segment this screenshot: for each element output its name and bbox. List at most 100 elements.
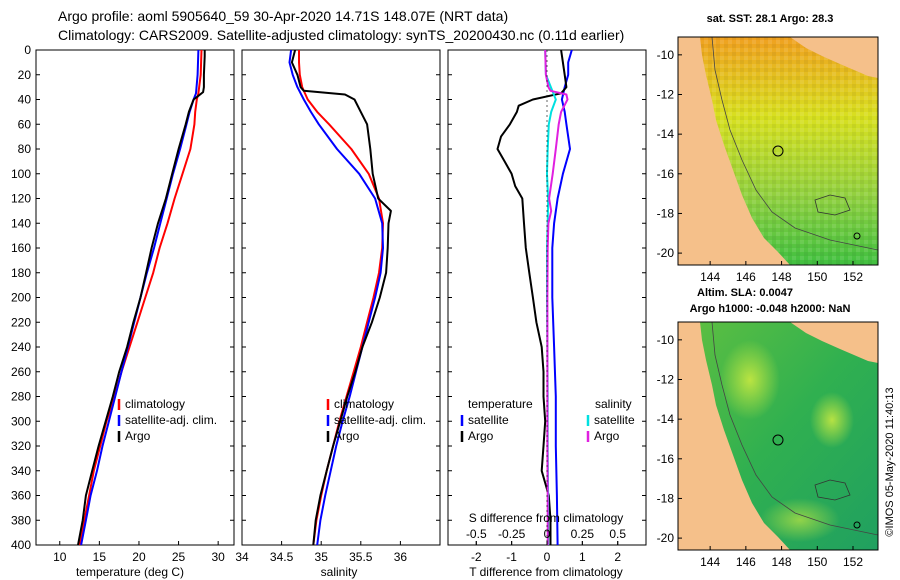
salinity-legend: climatology satellite-adj. clim. Argo (326, 397, 426, 443)
sst-argo-location-marker (772, 145, 784, 157)
sla-high-anomaly-3 (760, 498, 840, 542)
sla-land-png (790, 322, 878, 363)
x-axes-ticks: 10 15 20 25 30 34 34.5 35 35.5 36 -2 -1 0 1 2 (36, 49, 646, 564)
s-difference-axis-label: S difference from climatology (469, 511, 624, 525)
legend-label-argo: Argo (334, 429, 360, 443)
sla-high-anomaly (720, 340, 780, 420)
sst-reef-contour (711, 37, 878, 251)
series-line-temperature-argo (496, 50, 568, 545)
map-lat-label: -12 (657, 372, 675, 386)
sla-map-frame (677, 321, 879, 551)
sla-reef-contour (711, 322, 878, 536)
x-tick-label: 0 (544, 550, 551, 564)
temperature-plot-area (77, 50, 206, 545)
map-lat-label: -20 (657, 531, 675, 545)
figure-title-line1: Argo profile: aoml 5905640_59 30-Apr-202… (58, 8, 508, 24)
sla-land-australia (678, 322, 790, 550)
x-tick-label: 34.5 (270, 550, 294, 564)
legend-title-salinity: salinity (595, 397, 632, 411)
x-tick-label: 34 (235, 550, 249, 564)
depth-tick-label: 40 (18, 93, 32, 107)
sla-reef-contour-2 (814, 479, 851, 501)
x-tick-label: 2 (614, 550, 621, 564)
map-lon-label: 144 (700, 270, 720, 284)
map-lat-label: -12 (657, 87, 675, 101)
depth-tick-label: 300 (11, 414, 31, 428)
s-tick-label: 0 (544, 527, 551, 541)
sla-map: Altim. SLA: 0.0047 Argo h1000: -0.048 h2… (657, 287, 879, 569)
map-lon-label: 146 (736, 270, 756, 284)
depth-tick-label: 20 (18, 68, 32, 82)
depth-tick-label: 140 (11, 216, 31, 230)
x-tick-label: 25 (172, 550, 186, 564)
legend-label-satellite: satellite-adj. clim. (334, 413, 426, 427)
x-tick-label: 35.5 (349, 550, 373, 564)
legend-label-satellite: satellite-adj. clim. (125, 413, 217, 427)
sla-argo-location-marker (772, 434, 784, 446)
depth-tick-label: 260 (11, 365, 31, 379)
difference-x-axis-label: T difference from climatology (469, 565, 623, 579)
depth-tick-label: 240 (11, 340, 31, 354)
depth-tick-label: 400 (11, 538, 31, 552)
x-tick-label: -1 (506, 550, 517, 564)
figure-title-line2: Climatology: CARS2009. Satellite-adjuste… (58, 27, 624, 43)
map-lat-label: -18 (657, 491, 675, 505)
s-tick-label: -0.25 (498, 527, 526, 541)
series-line-salinity-argo (544, 50, 569, 545)
legend-label-sal-satellite: satellite (594, 413, 635, 427)
sst-reef-contour-2 (814, 194, 851, 216)
depth-tick-label: 0 (24, 43, 31, 57)
x-tick-label: 35 (315, 550, 329, 564)
x-tick-label: 30 (211, 550, 225, 564)
s-difference-axis: S difference from climatology -0.5 -0.25 0… (466, 511, 626, 545)
series-line-argo (77, 50, 206, 545)
map-lat-label: -20 (657, 246, 675, 260)
depth-tick-label: 380 (11, 513, 31, 527)
depth-tick-label: 280 (11, 390, 31, 404)
map-lon-label: 144 (700, 555, 720, 569)
depth-tick-label: 360 (11, 489, 31, 503)
temperature-legend: climatology satellite-adj. clim. Argo (117, 397, 217, 443)
s-tick-label: -0.5 (466, 527, 487, 541)
depth-tick-label: 220 (11, 315, 31, 329)
legend-label-temp-argo: Argo (468, 429, 494, 443)
map-lat-label: -18 (657, 206, 675, 220)
sla-map-title-line2: Argo h1000: -0.048 h2000: NaN (690, 303, 851, 315)
x-tick-label: -2 (471, 550, 482, 564)
legend-label-sal-argo: Argo (594, 429, 620, 443)
depth-tick-label: 100 (11, 167, 31, 181)
temperature-panel-frame (35, 49, 235, 546)
map-lat-label: -14 (657, 412, 675, 426)
temperature-x-axis-label: temperature (deg C) (76, 565, 184, 579)
depth-tick-label: 80 (18, 142, 32, 156)
legend-title-temperature: temperature (468, 397, 533, 411)
series-line-satellite-adj-clim- (288, 50, 384, 545)
sst-map-ticks: 144 146 148 150 152 -10 -12 -14 -16 -18 -20 (657, 48, 864, 284)
depth-tick-label: 120 (11, 192, 31, 206)
sst-map-frame (677, 36, 879, 266)
sst-map-title: sat. SST: 28.1 Argo: 28.3 (707, 13, 834, 25)
sla-reference-marker (853, 521, 861, 529)
salinity-panel-frame (241, 49, 441, 546)
sla-high-anomaly-2 (810, 392, 854, 448)
imos-watermark: ©IMOS 05-May-2020 11:40:13 (884, 387, 896, 536)
x-tick-label: 15 (93, 550, 107, 564)
sst-land-png (790, 37, 878, 78)
s-tick-label: 0.5 (609, 527, 626, 541)
series-line-climatology (298, 50, 384, 545)
map-lat-label: -10 (657, 48, 675, 62)
sst-map: sat. SST: 28.1 Argo: 28.3 144 146 148 150 15… (657, 13, 879, 284)
depth-tick-label: 180 (11, 266, 31, 280)
map-lat-label: -16 (657, 452, 675, 466)
depth-tick-label: 340 (11, 464, 31, 478)
map-lon-label: 146 (736, 555, 756, 569)
x-tick-label: 10 (53, 550, 67, 564)
salinity-plot-area (288, 50, 392, 545)
legend-label-climatology: climatology (125, 397, 185, 411)
map-lon-label: 152 (843, 555, 863, 569)
legend-label-climatology: climatology (334, 397, 394, 411)
sla-map-title-line1: Altim. SLA: 0.0047 (697, 287, 793, 299)
salinity-x-axis-label: salinity (321, 565, 358, 579)
map-lat-label: -10 (657, 333, 675, 347)
